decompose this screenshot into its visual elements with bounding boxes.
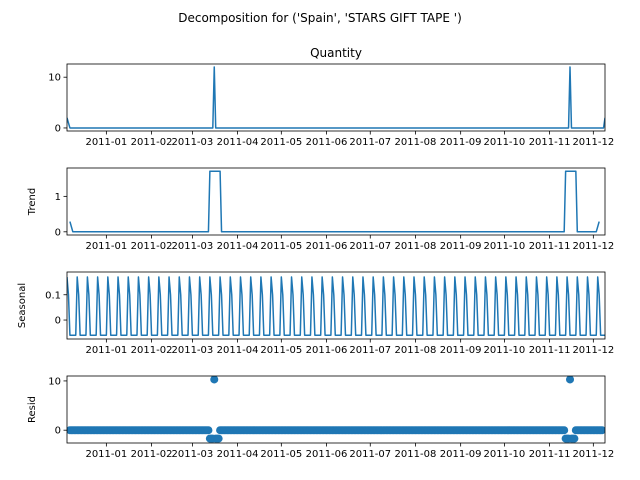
axes-frame [66, 375, 606, 444]
series-line [67, 66, 605, 129]
xtick-label: 2011-11 [529, 137, 571, 148]
xtick-label: 2011-06 [306, 137, 348, 148]
resid-point [560, 426, 569, 435]
subplot-ylabel: Resid [27, 396, 38, 423]
resid-point [570, 434, 579, 443]
xtick-label: 2011-10 [483, 241, 525, 252]
xtick-label: 2011-09 [440, 345, 482, 356]
subplot-3: 0 0.1 2011-01 2011-02 2011-03 2011-04 2011-05 2… [17, 271, 614, 356]
subplot-ylabel: Seasonal [17, 283, 28, 328]
xtick-label: 2011-11 [529, 449, 571, 460]
xtick-label: 2011-11 [529, 345, 571, 356]
axes-frame [66, 63, 606, 132]
ytick-label: 0 [55, 426, 61, 437]
resid-point [210, 376, 219, 384]
subplot-2: 0 1 2011-01 2011-02 2011-03 2011-04 2011-05 201… [27, 167, 614, 252]
plot-area [67, 376, 605, 443]
xtick-label: 2011-08 [395, 449, 437, 460]
resid-point [204, 426, 213, 435]
xtick-label: 2011-04 [217, 241, 259, 252]
series-line [67, 276, 605, 336]
xtick-label: 2011-11 [529, 241, 571, 252]
plot-area [69, 170, 600, 233]
xtick-label: 2011-12 [572, 449, 614, 460]
xtick-label: 2011-02 [131, 345, 173, 356]
axes-frame [66, 167, 606, 236]
xtick-label: 2011-01 [85, 137, 127, 148]
subplot-1: 0 10 2011-01 2011-02 2011-03 2011-04 2011-05 20… [48, 46, 614, 148]
xtick-label: 2011-07 [349, 449, 391, 460]
xtick-label: 2011-08 [395, 345, 437, 356]
xtick-label: 2011-07 [349, 241, 391, 252]
xtick-label: 2011-09 [440, 137, 482, 148]
xtick-label: 2011-03 [171, 241, 213, 252]
ytick-label: 0 [55, 123, 61, 134]
xtick-label: 2011-10 [483, 345, 525, 356]
xtick-label: 2011-03 [171, 345, 213, 356]
xtick-label: 2011-04 [217, 345, 259, 356]
plot-area [67, 66, 605, 129]
xtick-label: 2011-02 [131, 449, 173, 460]
subplot-ylabel: Trend [27, 188, 38, 216]
series-line [69, 170, 600, 233]
xtick-label: 2011-02 [131, 241, 173, 252]
xtick-label: 2011-07 [349, 137, 391, 148]
xtick-label: 2011-12 [572, 241, 614, 252]
ytick-label: 0 [55, 227, 61, 238]
xtick-label: 2011-08 [395, 241, 437, 252]
xtick-label: 2011-09 [440, 241, 482, 252]
ytick-label: 0.1 [45, 290, 61, 301]
xtick-label: 2011-06 [306, 345, 348, 356]
xtick-label: 2011-01 [85, 345, 127, 356]
ytick-label: 1 [55, 192, 61, 203]
plot-area [67, 276, 605, 336]
xtick-label: 2011-05 [260, 345, 302, 356]
ytick-label: 10 [48, 73, 61, 84]
xtick-label: 2011-03 [171, 449, 213, 460]
resid-point [598, 426, 605, 435]
xtick-label: 2011-03 [171, 137, 213, 148]
xtick-label: 2011-10 [483, 137, 525, 148]
resid-point [566, 376, 575, 384]
xtick-label: 2011-07 [349, 345, 391, 356]
axes-frame [66, 271, 606, 340]
xtick-label: 2011-06 [306, 449, 348, 460]
xtick-label: 2011-05 [260, 449, 302, 460]
subplot-title: Quantity [310, 46, 362, 60]
figure-suptitle: Decomposition for ('Spain', 'STARS GIFT … [178, 11, 462, 25]
xtick-label: 2011-04 [217, 137, 259, 148]
xtick-label: 2011-10 [483, 449, 525, 460]
xtick-label: 2011-01 [85, 449, 127, 460]
ytick-label: 0 [55, 316, 61, 327]
xtick-label: 2011-12 [572, 137, 614, 148]
resid-point [214, 434, 223, 443]
xtick-label: 2011-12 [572, 345, 614, 356]
subplot-4: 0 10 2011-01 2011-02 2011-03 2011-04 2011-05 20… [27, 375, 614, 460]
xtick-label: 2011-08 [395, 137, 437, 148]
xtick-label: 2011-06 [306, 241, 348, 252]
ytick-label: 10 [48, 376, 61, 387]
xtick-label: 2011-05 [260, 241, 302, 252]
xtick-label: 2011-04 [217, 449, 259, 460]
xtick-label: 2011-09 [440, 449, 482, 460]
xtick-label: 2011-02 [131, 137, 173, 148]
xtick-label: 2011-01 [85, 241, 127, 252]
xtick-label: 2011-05 [260, 137, 302, 148]
